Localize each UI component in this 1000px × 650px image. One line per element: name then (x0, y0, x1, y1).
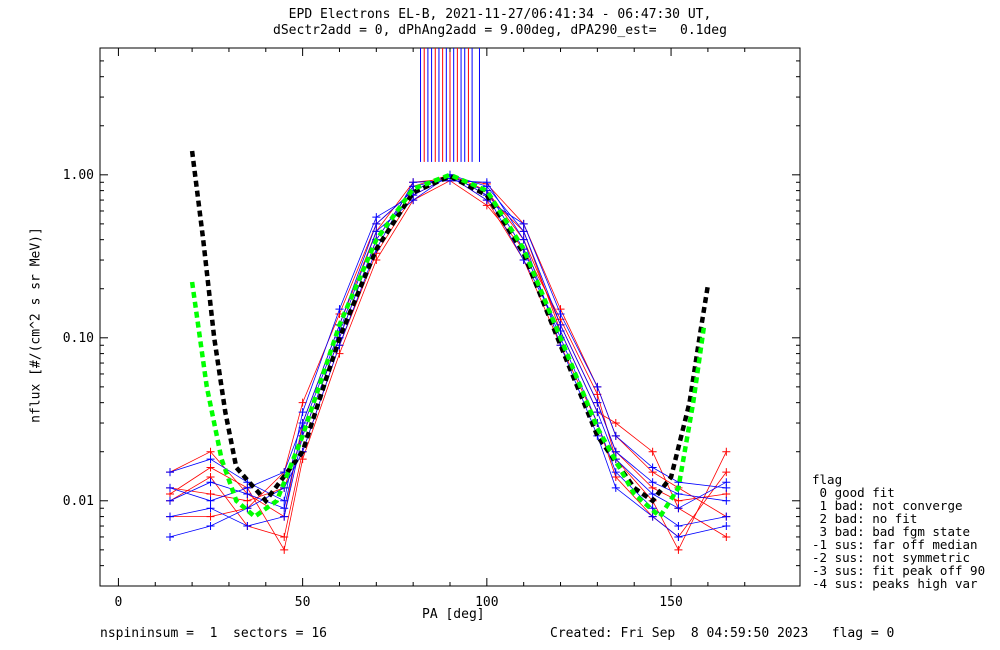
red-data-point (298, 398, 307, 407)
y-axis-label: nflux [#/(cm^2 s sr MeV)] (28, 227, 44, 423)
blue-data-point (519, 219, 528, 228)
blue-data-point (372, 213, 381, 222)
blue-data-point (556, 309, 565, 318)
chart-title-line2: dSectr2add = 0, dPhAng2add = 9.00deg, dP… (273, 23, 727, 38)
red-profile-line (169, 178, 727, 518)
blue-data-point (482, 178, 491, 187)
blue-profile-line (169, 174, 727, 502)
x-tick-label: 50 (295, 595, 311, 610)
blue-data-point (674, 532, 683, 541)
legend-item: -1 sus: far off median (812, 537, 978, 552)
red-data-point (722, 468, 731, 477)
flag-legend: flag 0 good fit 1 bad: not converge 2 ba… (812, 473, 985, 590)
blue-data-point (519, 235, 528, 244)
blue-data-point (611, 431, 620, 440)
blue-data-point (280, 496, 289, 505)
blue-data-point (166, 468, 174, 477)
red-data-point (280, 545, 289, 554)
x-tick-label: 0 (115, 595, 123, 610)
blue-data-point (166, 532, 174, 541)
chart-title-line1: EPD Electrons EL-B, 2021-11-27/06:41:34 … (288, 7, 712, 22)
legend-item: -2 sus: not symmetric (812, 550, 971, 565)
blue-data-point (722, 478, 731, 487)
red-data-point (722, 447, 731, 456)
fit-curve-green (189, 172, 707, 521)
blue-data-point (593, 398, 602, 407)
blue-data-point (166, 496, 174, 505)
legend-item: 1 bad: not converge (812, 498, 963, 513)
blue-data-point (243, 478, 252, 487)
blue-data-point (409, 178, 418, 187)
legend-item: -3 sus: fit peak off 90 (812, 563, 986, 578)
red-data-point (674, 496, 683, 505)
fit-curve-black (189, 150, 711, 505)
y-tick-label: 1.00 (63, 168, 94, 183)
red-data-point (722, 532, 731, 541)
blue-data-point (648, 512, 657, 521)
red-data-point (206, 490, 215, 499)
blue-data-point (722, 512, 731, 521)
blue-data-point (243, 522, 252, 531)
blue-data-point (674, 504, 683, 513)
blue-data-point (206, 478, 215, 487)
blue-data-point (280, 512, 289, 521)
red-data-point (298, 455, 307, 464)
red-data-point (206, 463, 215, 472)
red-data-point (243, 496, 252, 505)
blue-data-point (372, 227, 381, 236)
red-profile-line (170, 174, 727, 538)
legend-item: 3 bad: bad fgm state (812, 524, 971, 539)
blue-data-point (243, 490, 252, 499)
red-profile-line (169, 174, 727, 502)
blue-data-point (206, 522, 215, 531)
blue-data-point (166, 512, 174, 521)
legend-item: 2 bad: no fit (812, 511, 918, 526)
x-tick-label: 100 (475, 595, 498, 610)
blue-data-point (611, 483, 620, 492)
y-tick-label: 0.01 (63, 494, 94, 509)
red-profile-line (169, 175, 727, 538)
blue-data-point (166, 483, 174, 492)
fit-curves (189, 150, 711, 521)
axes: 0 50 100 150 0.01 0.10 1.00 (63, 47, 800, 610)
blue-data-point (335, 305, 344, 314)
blue-data-point (206, 455, 215, 464)
blue-profile-line (169, 175, 727, 502)
blue-data-point (206, 504, 215, 513)
blue-profile-line (169, 174, 727, 509)
red-data-point (206, 512, 215, 521)
footer-created-info: Created: Fri Sep 8 04:59:50 2023 flag = … (550, 626, 895, 641)
blue-data-point (593, 408, 602, 417)
legend-item: 0 good fit (812, 485, 895, 500)
legend-item: -4 sus: peaks high var (812, 576, 978, 591)
blue-data-point (206, 496, 215, 505)
red-data-point (648, 447, 657, 456)
blue-data-point (648, 463, 657, 472)
x-tick-label: 150 (659, 595, 682, 610)
blue-data-point (722, 522, 731, 531)
blue-data-point (674, 522, 683, 531)
blue-data-point (648, 490, 657, 499)
footer-sector-info: nspininsum = 1 sectors = 16 (100, 626, 327, 641)
blue-data-point (722, 496, 731, 505)
blue-data-point (611, 468, 620, 477)
legend-title: flag (812, 472, 843, 487)
blue-data-point (593, 382, 602, 391)
blue-data-point (280, 504, 289, 513)
peak-lines (420, 48, 480, 162)
blue-data-point (298, 408, 307, 417)
x-axis-label: PA [deg] (422, 607, 485, 622)
y-tick-label: 0.10 (63, 331, 94, 346)
blue-data-point (648, 478, 657, 487)
red-data-point (611, 419, 620, 428)
data-lines (166, 170, 731, 554)
red-data-point (674, 545, 683, 554)
red-data-point (206, 447, 215, 456)
